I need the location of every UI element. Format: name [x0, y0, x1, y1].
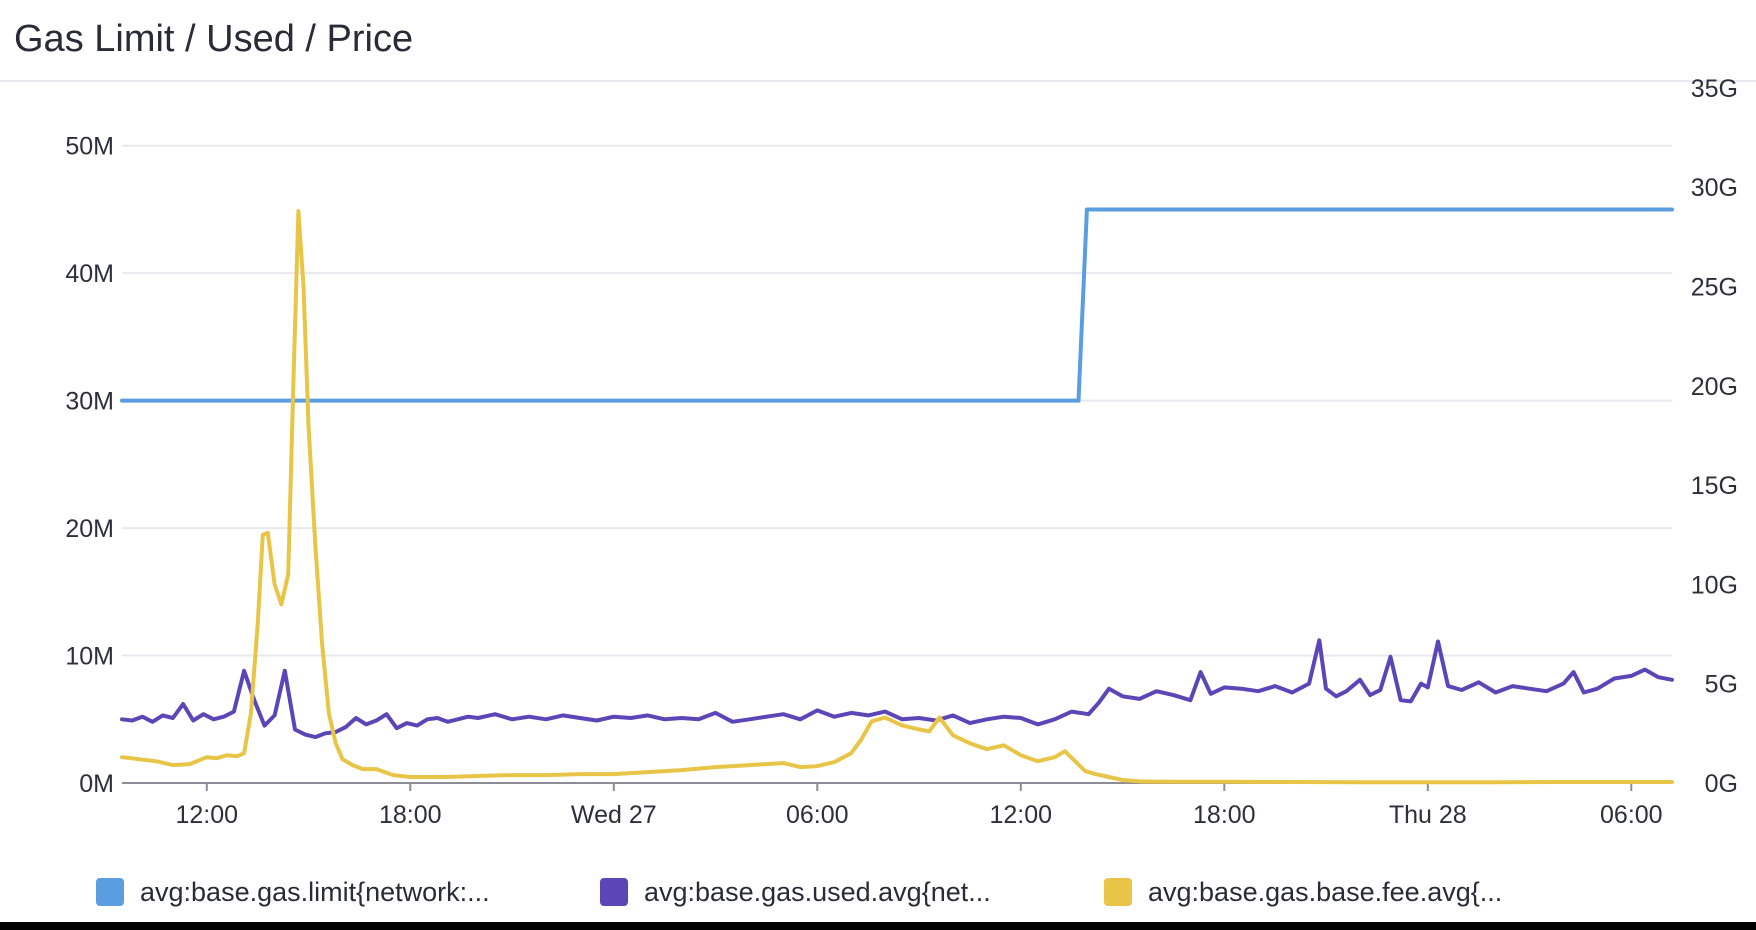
series-line-gas-limit[interactable] [120, 207, 1674, 403]
y-right-tick-label: 5G [1705, 671, 1738, 699]
y-right-tick-label: 25G [1691, 274, 1738, 302]
series-line-base-fee[interactable] [120, 209, 1674, 785]
y-right-tick-label: 15G [1691, 472, 1738, 500]
x-tick-label: 18:00 [1193, 801, 1256, 829]
series-line-gas-used[interactable] [120, 638, 1674, 740]
timeseries-chart[interactable]: 0M 10M 20M 30M 40M 50M 0G 5G 10G 15G 20G 25G 30G 35G… [0, 0, 1756, 868]
x-tick-label: 06:00 [786, 801, 849, 829]
y-right-tick-label: 35G [1691, 75, 1738, 103]
legend-label-gas-limit: avg:base.gas.limit{network:... [140, 876, 490, 907]
legend-label-base-fee: avg:base.gas.base.fee.avg{... [1148, 876, 1503, 907]
x-tick-label: 12:00 [990, 801, 1053, 829]
y-axis-left: 0M 10M 20M 30M 40M 50M [65, 133, 114, 798]
x-axis: 12:00 18:00 Wed 27 06:00 12:00 18:00 Thu 28 06:… [176, 783, 1663, 829]
widget-header: Gas Limit / Used / Price [0, 0, 1756, 82]
y-axis-right: 0G 5G 10G 15G 20G 25G 30G 35G [1691, 75, 1738, 798]
y-left-tick-label: 30M [65, 388, 114, 416]
chart-title: Gas Limit / Used / Price [14, 18, 414, 60]
x-tick-label: Thu 28 [1389, 801, 1467, 829]
y-right-tick-label: 30G [1691, 174, 1738, 202]
x-tick-label: 06:00 [1600, 801, 1663, 829]
x-tick-label: 12:00 [176, 801, 239, 829]
legend-item-gas-used[interactable]: avg:base.gas.used.avg{net... [600, 868, 991, 916]
y-left-tick-label: 0M [79, 770, 114, 798]
y-left-tick-label: 50M [65, 133, 114, 161]
y-right-tick-label: 0G [1705, 770, 1738, 798]
y-right-tick-label: 10G [1691, 571, 1738, 599]
legend-swatch-gas-limit [96, 878, 124, 906]
x-tick-label: Wed 27 [571, 801, 657, 829]
legend-item-gas-limit[interactable]: avg:base.gas.limit{network:... [96, 868, 490, 916]
legend: avg:base.gas.limit{network:... avg:base.… [0, 868, 1756, 916]
y-left-tick-label: 40M [65, 260, 114, 288]
y-right-tick-label: 20G [1691, 373, 1738, 401]
gridlines [122, 144, 1672, 784]
legend-label-gas-used: avg:base.gas.used.avg{net... [644, 876, 991, 907]
y-left-tick-label: 20M [65, 515, 114, 543]
legend-swatch-gas-used [600, 878, 628, 906]
x-tick-label: 18:00 [379, 801, 442, 829]
y-left-tick-label: 10M [65, 643, 114, 671]
series-lines[interactable] [120, 207, 1674, 785]
legend-item-base-fee[interactable]: avg:base.gas.base.fee.avg{... [1104, 868, 1502, 916]
legend-swatch-base-fee [1104, 878, 1132, 906]
